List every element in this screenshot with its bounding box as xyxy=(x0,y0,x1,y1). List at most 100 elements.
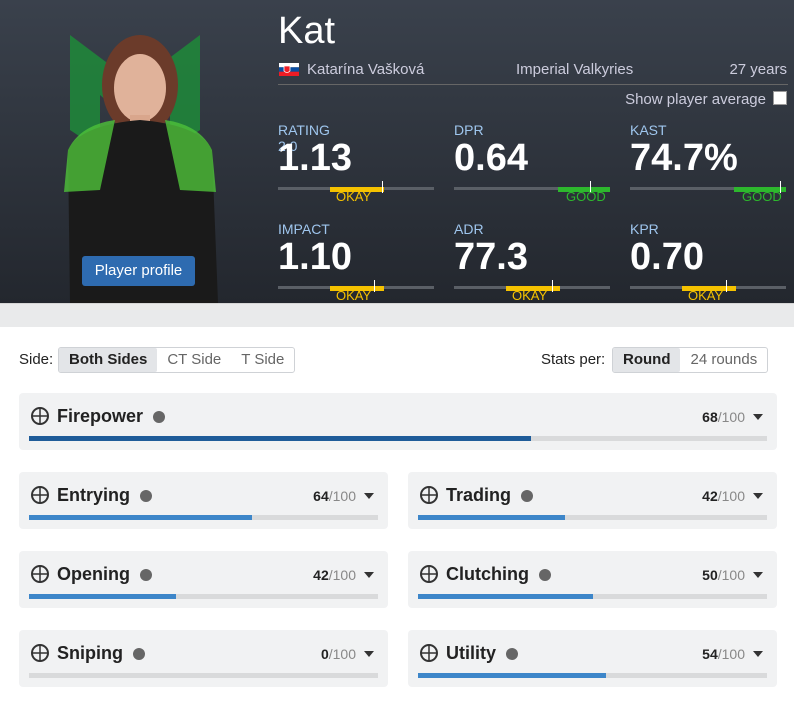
stat-value: 1.10 xyxy=(278,236,352,278)
score-value: 42 xyxy=(313,567,329,583)
stat-label: ADR xyxy=(454,221,484,237)
category-score: 68/100 xyxy=(702,409,745,425)
dropdown-caret[interactable] xyxy=(364,493,374,499)
score-track xyxy=(29,673,378,678)
category-score: 0/100 xyxy=(321,646,356,662)
score-track xyxy=(29,436,767,441)
score-max: /100 xyxy=(717,646,745,662)
side-option[interactable]: Both Sides xyxy=(59,348,158,372)
score-bar xyxy=(418,673,607,678)
category-card: Trading 42/100 xyxy=(408,472,777,529)
score-max: /100 xyxy=(717,488,745,504)
help-icon[interactable] xyxy=(521,490,533,502)
gauge-marker xyxy=(382,181,383,193)
score-max: /100 xyxy=(328,567,356,583)
score-max: /100 xyxy=(328,488,356,504)
score-max: /100 xyxy=(717,567,745,583)
category-icon xyxy=(31,407,49,425)
stat-rating: GOOD xyxy=(566,189,606,204)
stat-label: KPR xyxy=(630,221,659,237)
player-real-name: Katarína Vašková xyxy=(307,61,425,78)
category-card: Sniping 0/100 xyxy=(19,630,388,687)
stats-per-toggle: Round 24 rounds xyxy=(612,347,769,373)
score-value: 0 xyxy=(320,646,329,662)
side-label: Side: xyxy=(19,351,54,368)
stat-label: IMPACT xyxy=(278,221,330,237)
category-icon xyxy=(31,644,49,662)
gauge-marker xyxy=(590,181,591,193)
stats-per-label: Stats per: xyxy=(541,351,606,368)
stat-gauge: OKAY xyxy=(454,280,610,303)
gauge-marker xyxy=(726,280,727,292)
score-track xyxy=(29,594,378,599)
score-track xyxy=(418,594,767,599)
flag xyxy=(279,63,299,76)
category-score: 42/100 xyxy=(702,488,745,504)
stat-value: 1.13 xyxy=(278,137,352,179)
stat-gauge: OKAY xyxy=(630,280,786,303)
category-card: Firepower 68/100 xyxy=(19,393,777,450)
help-icon[interactable] xyxy=(140,569,152,581)
category-name: Trading xyxy=(446,485,512,505)
dropdown-caret[interactable] xyxy=(753,414,763,420)
category-score: 54/100 xyxy=(702,646,745,662)
score-value: 50 xyxy=(702,567,718,583)
category-name: Utility xyxy=(446,643,497,663)
stat-value: 74.7% xyxy=(630,137,738,179)
category-name: Opening xyxy=(57,564,130,584)
stat-label: DPR xyxy=(454,122,484,138)
side-toggle: Both Sides CT Side T Side xyxy=(58,347,296,373)
score-track xyxy=(418,673,767,678)
category-card: Entrying 64/100 xyxy=(19,472,388,529)
category-score: 50/100 xyxy=(702,567,745,583)
category-icon xyxy=(420,486,438,504)
dropdown-caret[interactable] xyxy=(364,651,374,657)
stat-rating: OKAY xyxy=(688,288,724,303)
player-profile-button[interactable]: Player profile xyxy=(82,256,195,286)
stat-rating: OKAY xyxy=(336,288,372,303)
divider xyxy=(278,84,788,85)
show-average-label: Show player average xyxy=(625,91,766,108)
score-track xyxy=(418,515,767,520)
score-value: 42 xyxy=(702,488,718,504)
score-bar xyxy=(29,436,531,441)
category-icon xyxy=(31,565,49,583)
gauge-segment xyxy=(682,286,736,291)
gauge-segment xyxy=(558,187,610,192)
help-icon[interactable] xyxy=(506,648,518,660)
score-max: /100 xyxy=(717,409,745,425)
help-icon[interactable] xyxy=(140,490,152,502)
help-icon[interactable] xyxy=(133,648,145,660)
score-bar xyxy=(29,594,176,599)
stat-rating: GOOD xyxy=(742,189,782,204)
stat-gauge: OKAY xyxy=(278,181,434,204)
stat-label: KAST xyxy=(630,122,667,138)
dropdown-caret[interactable] xyxy=(364,572,374,578)
side-option[interactable]: T Side xyxy=(241,351,285,368)
category-name: Entrying xyxy=(57,485,131,505)
stat-label: RATING 2.0 xyxy=(278,122,330,154)
gauge-marker xyxy=(780,181,781,193)
per-option[interactable]: Round xyxy=(613,348,681,372)
gauge-segment xyxy=(734,187,786,192)
category-card: Utility 54/100 xyxy=(408,630,777,687)
category-score: 42/100 xyxy=(313,567,356,583)
player-nickname: Kat xyxy=(278,10,336,52)
dropdown-caret[interactable] xyxy=(753,493,763,499)
help-icon[interactable] xyxy=(153,411,165,423)
stat-value: 0.64 xyxy=(454,137,528,179)
score-value: 54 xyxy=(702,646,718,662)
stat-gauge: GOOD xyxy=(630,181,786,204)
help-icon[interactable] xyxy=(539,569,551,581)
score-bar xyxy=(418,594,593,599)
dropdown-caret[interactable] xyxy=(753,572,763,578)
dropdown-caret[interactable] xyxy=(753,651,763,657)
gauge-segment xyxy=(506,286,560,291)
show-average-checkbox[interactable] xyxy=(773,91,787,105)
stat-gauge: GOOD xyxy=(454,181,610,204)
category-name: Sniping xyxy=(57,643,123,663)
per-option[interactable]: 24 rounds xyxy=(690,351,758,368)
category-score: 64/100 xyxy=(313,488,356,504)
side-option[interactable]: CT Side xyxy=(167,351,222,368)
